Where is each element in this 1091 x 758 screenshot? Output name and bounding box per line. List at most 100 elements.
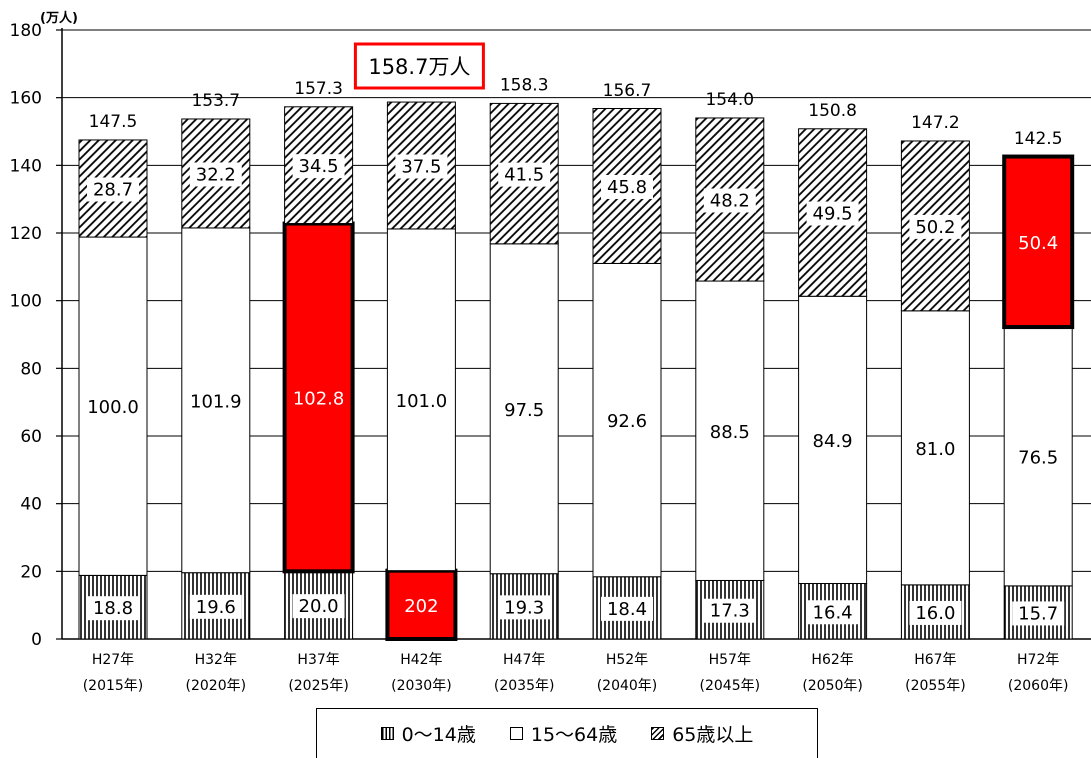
bar-segment-working bbox=[900, 310, 970, 586]
y-tick-label: 120 bbox=[10, 224, 42, 244]
y-tick-label: 100 bbox=[10, 292, 42, 312]
x-category-label: H37年 bbox=[297, 652, 339, 668]
data-label-bg bbox=[498, 595, 551, 620]
data-label-bg bbox=[909, 600, 962, 625]
legend-label-working: 15～64歳 bbox=[530, 724, 618, 746]
data-label-bg bbox=[909, 214, 962, 239]
x-category-year-label: (2025年) bbox=[288, 678, 349, 694]
x-category-year-label: (2050年) bbox=[802, 678, 863, 694]
y-tick-label: 80 bbox=[20, 359, 42, 379]
y-unit-label: (万人) bbox=[40, 10, 78, 26]
y-tick-label: 180 bbox=[10, 21, 42, 41]
total-label: 153.7 bbox=[191, 91, 240, 111]
data-label-child: 17.3 bbox=[710, 601, 750, 622]
data-label-working: 92.6 bbox=[607, 411, 647, 432]
x-category-year-label: (2020年) bbox=[186, 678, 247, 694]
data-label-working: 101.9 bbox=[190, 391, 242, 412]
data-label-working: 97.5 bbox=[504, 400, 544, 421]
total-callout: 158.7万人 bbox=[368, 55, 470, 79]
bar-segment-working bbox=[489, 243, 559, 575]
data-label-bg bbox=[806, 600, 859, 625]
legend-item-working: 15～64歳 bbox=[509, 720, 618, 747]
bar-segment-working bbox=[386, 228, 456, 572]
data-label-working: 76.5 bbox=[1018, 447, 1058, 468]
total-label: 147.5 bbox=[89, 112, 138, 132]
total-label: 154.0 bbox=[705, 90, 754, 110]
data-label-child: 19.3 bbox=[504, 597, 544, 618]
x-category-label: H67年 bbox=[914, 652, 956, 668]
total-label: 147.2 bbox=[911, 113, 960, 133]
data-label-working: 88.5 bbox=[710, 422, 750, 443]
data-label-child: 15.7 bbox=[1018, 603, 1058, 624]
data-label-elderly: 50.4 bbox=[1018, 233, 1058, 254]
data-label-working: 84.9 bbox=[813, 431, 853, 452]
data-label-bg bbox=[189, 162, 242, 187]
x-category-year-label: (2040年) bbox=[597, 678, 658, 694]
data-label-child: 202 bbox=[404, 596, 438, 617]
data-label-bg bbox=[87, 596, 139, 621]
data-label-elderly: 45.8 bbox=[607, 177, 647, 198]
data-label-child: 19.6 bbox=[196, 597, 236, 618]
legend: 0～14歳 15～64歳 65歳以上 bbox=[316, 708, 818, 758]
y-tick-label: 40 bbox=[20, 495, 42, 515]
data-label-elderly: 37.5 bbox=[401, 157, 441, 178]
y-tick-label: 60 bbox=[20, 427, 42, 447]
bar-segment-working bbox=[592, 262, 662, 578]
data-label-child: 18.8 bbox=[93, 598, 133, 619]
x-category-label: H27年 bbox=[92, 652, 134, 668]
data-label-working: 102.8 bbox=[293, 388, 345, 409]
data-label-working: 81.0 bbox=[915, 439, 955, 460]
data-label-bg bbox=[292, 594, 345, 619]
data-label-child: 16.4 bbox=[813, 602, 853, 623]
bar-segment-working bbox=[798, 295, 868, 585]
bar-segment-working bbox=[695, 280, 765, 581]
total-label: 158.3 bbox=[500, 75, 549, 95]
x-category-year-label: (2060年) bbox=[1008, 678, 1069, 694]
total-label: 150.8 bbox=[808, 101, 857, 121]
data-label-child: 16.0 bbox=[915, 603, 955, 624]
data-label-elderly: 41.5 bbox=[504, 165, 544, 186]
data-label-elderly: 28.7 bbox=[93, 180, 133, 201]
data-label-working: 100.0 bbox=[87, 397, 139, 418]
legend-swatch-working bbox=[509, 727, 523, 740]
x-category-year-label: (2030年) bbox=[391, 678, 452, 694]
total-callout-box bbox=[353, 42, 485, 90]
data-label-bg bbox=[292, 154, 345, 179]
legend-item-child: 0～14歳 bbox=[380, 720, 476, 747]
data-label-bg bbox=[601, 596, 653, 621]
bar-segment-working bbox=[181, 227, 251, 574]
legend-swatch-child bbox=[380, 727, 394, 740]
x-category-label: H72年 bbox=[1017, 652, 1059, 668]
bar-segment-elderly bbox=[1002, 154, 1075, 330]
data-label-bg bbox=[189, 594, 242, 619]
data-label-elderly: 48.2 bbox=[710, 191, 750, 212]
data-label-bg bbox=[1012, 601, 1065, 626]
y-tick-label: 140 bbox=[10, 156, 42, 176]
total-label: 142.5 bbox=[1014, 129, 1063, 149]
x-category-label: H42年 bbox=[400, 652, 442, 668]
data-label-bg bbox=[806, 201, 859, 226]
x-category-year-label: (2055年) bbox=[905, 678, 966, 694]
y-tick-label: 20 bbox=[20, 562, 42, 582]
data-label-bg bbox=[395, 154, 448, 179]
x-category-label: H47年 bbox=[503, 652, 545, 668]
y-tick-label: 160 bbox=[10, 89, 42, 109]
legend-swatch-elderly bbox=[651, 727, 665, 740]
y-tick-label: 0 bbox=[31, 630, 42, 650]
x-category-year-label: (2015年) bbox=[83, 678, 144, 694]
x-category-label: H62年 bbox=[811, 652, 853, 668]
x-category-label: H32年 bbox=[195, 652, 237, 668]
data-label-elderly: 49.5 bbox=[813, 204, 853, 225]
legend-item-elderly: 65歳以上 bbox=[651, 720, 753, 747]
data-label-elderly: 32.2 bbox=[196, 164, 236, 185]
data-label-child: 20.0 bbox=[299, 596, 339, 617]
bar-segment-working bbox=[78, 236, 148, 576]
x-category-year-label: (2035年) bbox=[494, 678, 555, 694]
x-category-label: H52年 bbox=[606, 652, 648, 668]
data-label-working: 101.0 bbox=[396, 391, 448, 412]
data-label-bg bbox=[87, 177, 139, 202]
x-category-label: H57年 bbox=[709, 652, 751, 668]
data-label-child: 18.4 bbox=[607, 599, 647, 620]
data-label-bg bbox=[703, 188, 756, 213]
